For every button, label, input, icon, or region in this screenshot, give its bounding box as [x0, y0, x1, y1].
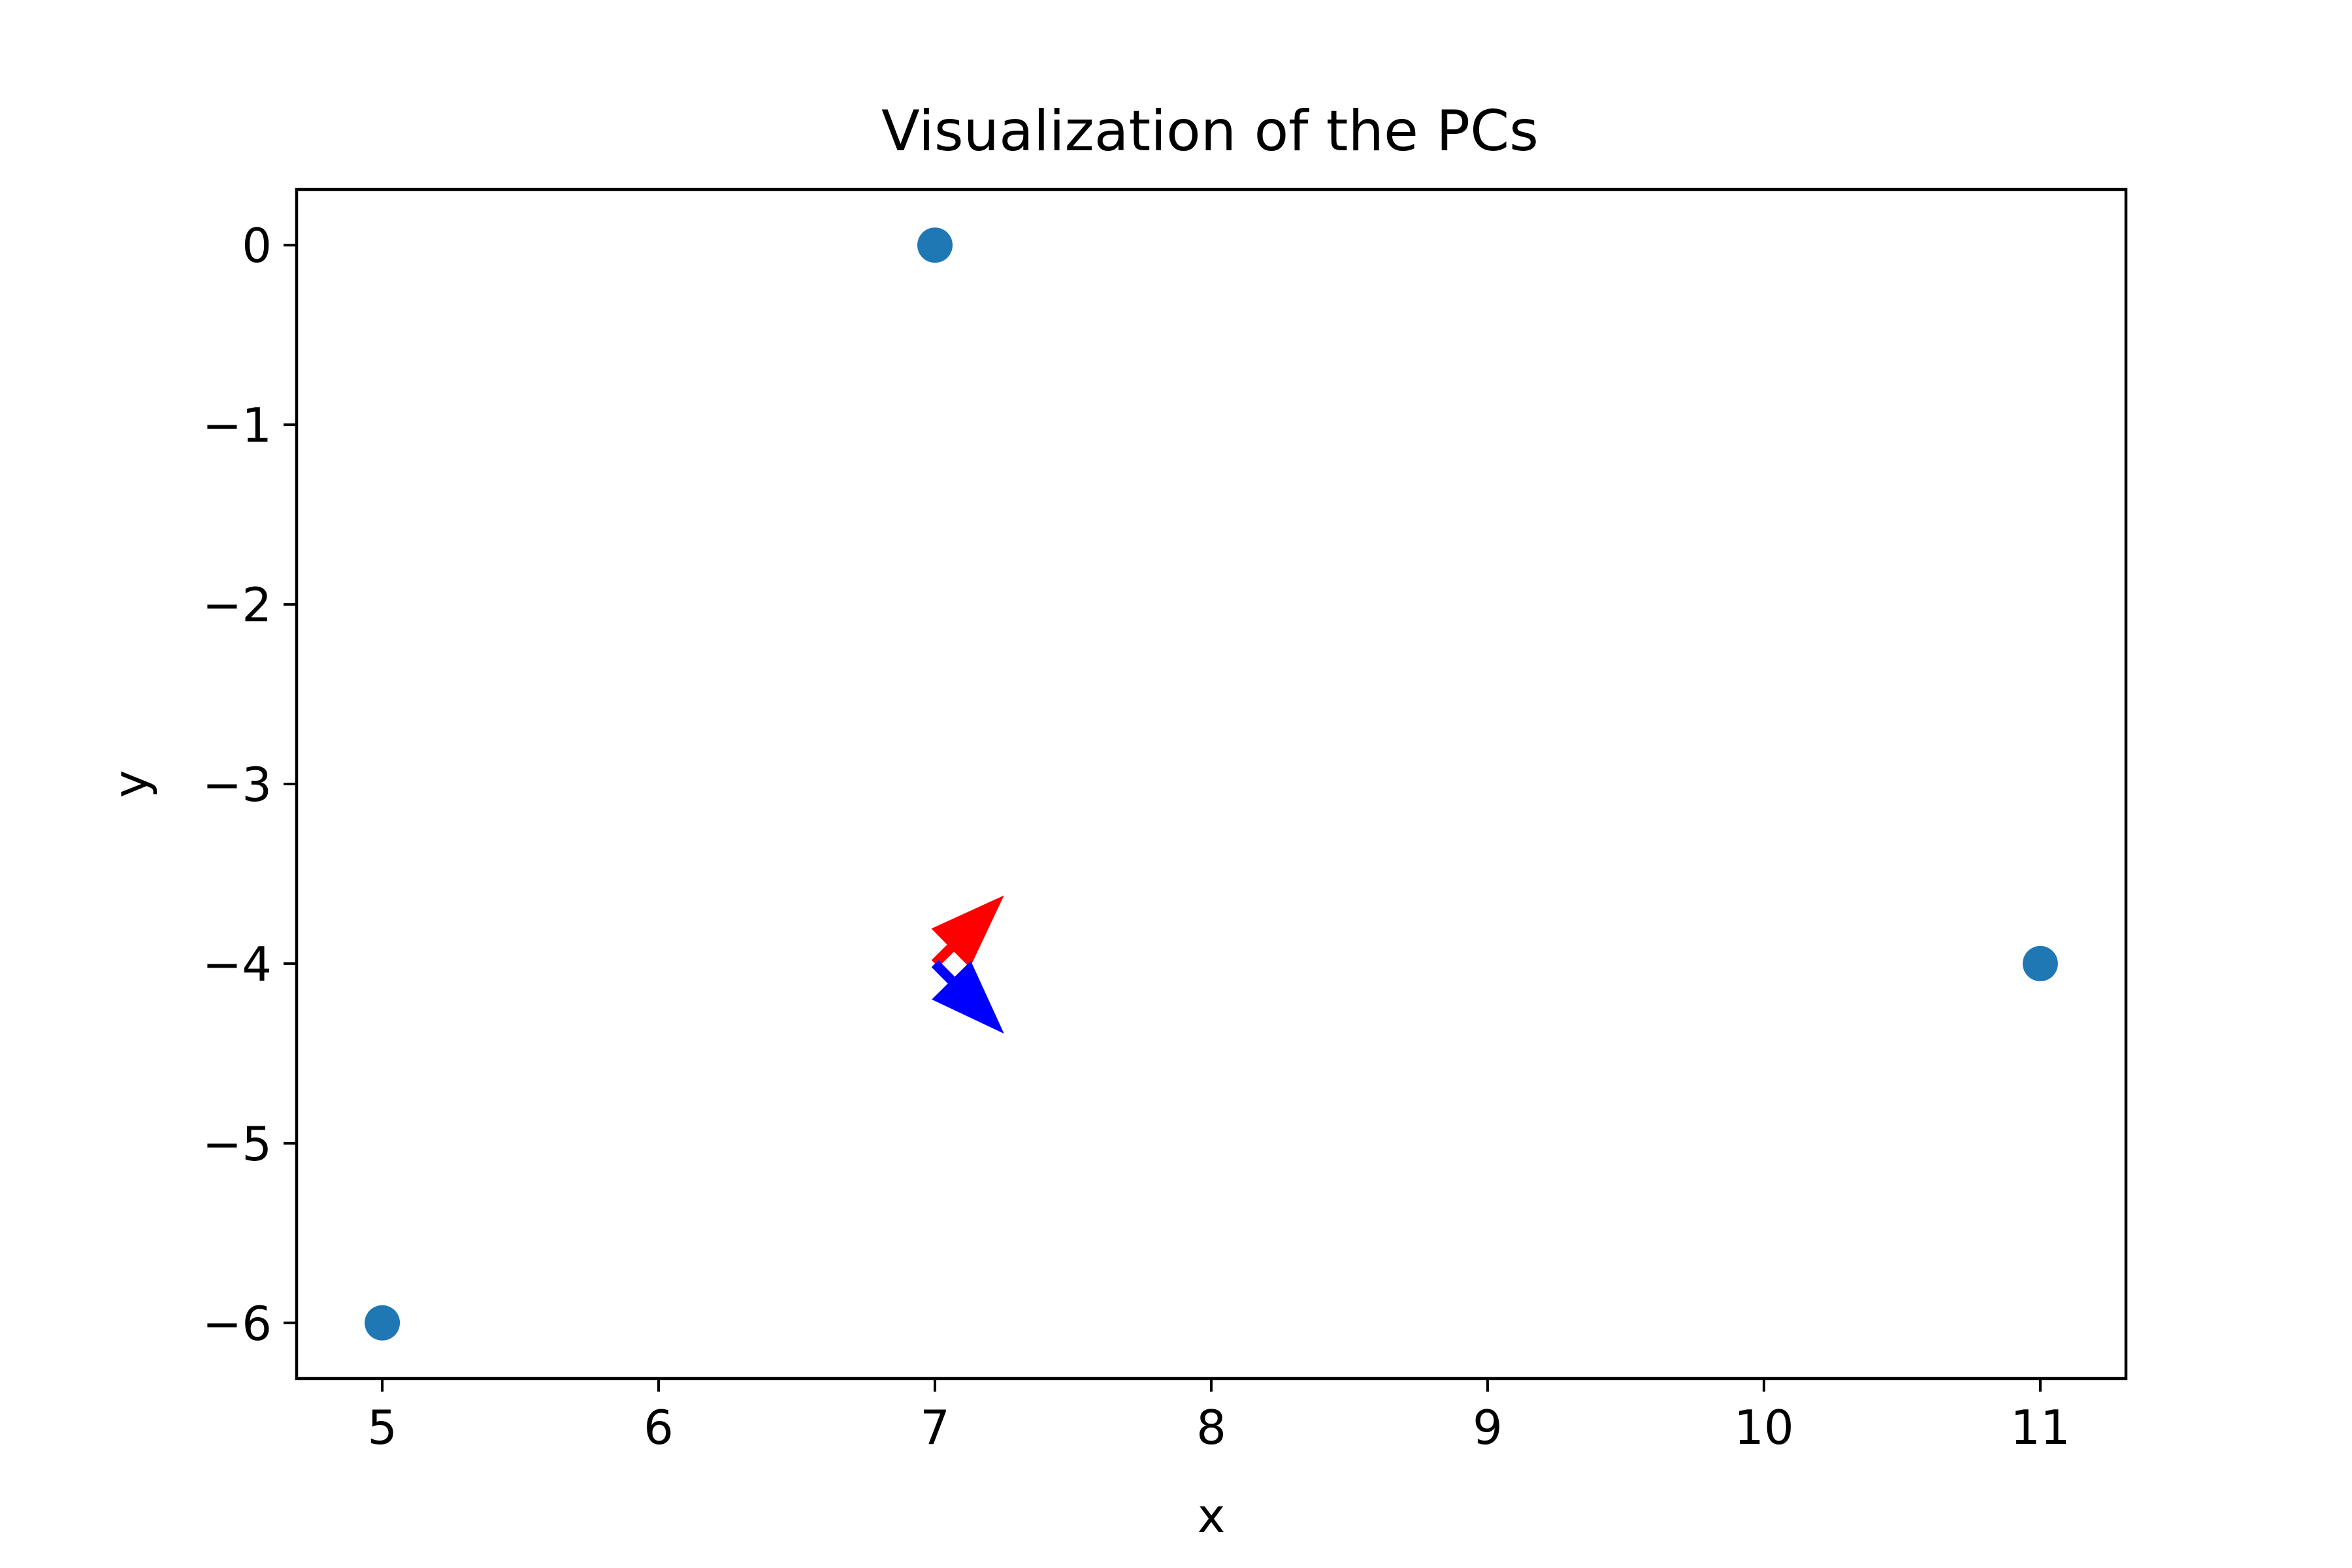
x-tick-label: 8: [1196, 1400, 1226, 1455]
y-tick-label: −6: [203, 1296, 272, 1351]
y-axis-label: y: [103, 770, 158, 798]
data-points: [365, 227, 2058, 1341]
y-axis-ticks: 0 −1 −2 −3 −4 −5 −6: [203, 218, 297, 1351]
data-point: [2022, 945, 2058, 981]
y-tick-label: −4: [203, 937, 272, 992]
y-tick-label: −1: [203, 398, 272, 453]
x-tick-label: 10: [1734, 1400, 1794, 1455]
pc-arrow: [931, 895, 1004, 968]
y-tick-label: −2: [203, 578, 272, 632]
y-tick-label: −3: [203, 757, 272, 812]
data-point: [365, 1305, 400, 1341]
x-tick-label: 7: [920, 1400, 950, 1455]
x-tick-label: 6: [644, 1400, 674, 1455]
chart-title: Visualization of the PCs: [881, 99, 1539, 164]
x-axis-ticks: 5 6 7 8 9 10 11: [367, 1379, 2070, 1455]
plot-area-frame: [295, 188, 2128, 1380]
y-tick-label: −5: [203, 1117, 272, 1171]
x-axis-label: x: [1198, 1488, 1226, 1543]
x-tick-label: 11: [2010, 1400, 2070, 1455]
pc-arrow: [931, 960, 1004, 1034]
data-point: [917, 227, 953, 263]
x-tick-label: 9: [1473, 1400, 1503, 1455]
pc-arrows: [931, 895, 1004, 1034]
y-tick-label: 0: [242, 218, 272, 273]
x-tick-label: 5: [367, 1400, 397, 1455]
